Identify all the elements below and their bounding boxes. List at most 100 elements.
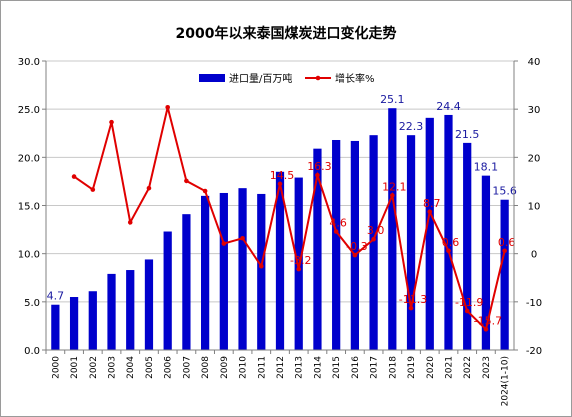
line-data-label: -0.3 (346, 240, 367, 253)
x-tick-label: 2011 (257, 356, 267, 379)
line-data-label: -11.9 (455, 296, 483, 309)
bar-2007 (182, 214, 191, 350)
x-tick-label: 2012 (276, 356, 286, 379)
x-tick-label: 2006 (164, 356, 174, 379)
y-left-tick-label: 30.0 (18, 57, 40, 68)
y-left-tick-label: 15.0 (18, 202, 40, 213)
x-tick-label: 2004 (126, 356, 136, 379)
bar-2021 (444, 114, 453, 351)
bar-2014 (313, 148, 322, 350)
bar-data-label: 18.1 (474, 161, 499, 174)
growth-point-2009 (221, 241, 227, 246)
growth-point-2007 (184, 178, 189, 184)
growth-point-2005 (146, 185, 152, 191)
legend-label-bar: 进口量/百万吨 (229, 72, 292, 85)
bar-2022 (463, 142, 472, 350)
x-tick-label: 2013 (295, 356, 305, 379)
x-tick-label: 2020 (426, 356, 436, 379)
bar-data-label: 4.7 (47, 290, 65, 303)
growth-point-2013 (296, 266, 302, 272)
bar-2023 (481, 175, 491, 350)
growth-point-2004 (127, 220, 133, 225)
bar-2000 (51, 304, 60, 350)
x-tick-label: 2022 (463, 356, 473, 379)
line-data-label: 8.7 (423, 197, 441, 210)
growth-point-2016 (352, 252, 358, 258)
line-data-label: 4.6 (329, 217, 347, 230)
y-right-tick-label: 0 (531, 250, 537, 261)
growth-point-2020 (427, 209, 433, 215)
axes: 0.0 5.0 10.0 15.0 20.0 25.0 30.0 -20 -10 0 10 20 30 4… (18, 57, 542, 406)
legend: 进口量/百万吨 增长率% (199, 72, 375, 85)
growth-point-2018 (390, 193, 395, 198)
growth-point-2003 (109, 119, 114, 125)
line-data-label: -11.3 (399, 293, 427, 306)
bar-2018 (388, 108, 397, 350)
bar-2012 (275, 171, 285, 350)
bar-2011 (257, 193, 266, 350)
y-left-tick-label: 20.0 (18, 153, 40, 164)
legend-swatch-marker (315, 75, 321, 81)
growth-point-2024(1-10) (502, 248, 507, 254)
line-data-label: 3.0 (367, 224, 385, 237)
data-labels: 4.7 25.1 22.3 24.4 21.5 18.1 15.6 14.5 -3.2 16.3 4… (47, 93, 517, 327)
x-tick-label: 2021 (444, 356, 454, 379)
y-right-tick-label: 10 (528, 202, 541, 213)
line-data-label: -15.7 (474, 314, 502, 327)
x-tick-label: 2010 (239, 356, 249, 379)
chart-title: 2000年以来泰国煤炭进口变化走势 (176, 25, 397, 42)
bar-2015 (332, 139, 341, 350)
x-tick-label: 2019 (407, 356, 417, 379)
growth-point-2019 (408, 305, 414, 311)
x-tick-label: 2005 (145, 356, 155, 379)
x-tick-label: 2017 (370, 356, 380, 379)
y-right-tick-label: -20 (526, 346, 542, 357)
bar-2006 (163, 231, 172, 350)
growth-point-2021 (446, 248, 451, 254)
x-tick-label: 2023 (482, 356, 492, 379)
growth-point-2012 (277, 181, 283, 187)
growth-point-2015 (333, 229, 339, 234)
x-tick-label: 2000 (51, 356, 61, 379)
bar-2013 (294, 177, 303, 350)
bar-2001 (69, 297, 79, 350)
bar-2024(1-10) (500, 199, 509, 350)
y-right-tick-label: 30 (528, 105, 541, 116)
bar-2009 (219, 192, 228, 350)
bar-2017 (369, 135, 378, 350)
bar-series (51, 108, 509, 351)
bar-2010 (238, 188, 247, 350)
y-left-tick-label: 5.0 (24, 298, 40, 309)
y-left-tick-label: 25.0 (18, 105, 40, 116)
x-tick-label: 2003 (108, 356, 118, 379)
bar-2019 (406, 135, 416, 350)
growth-point-2022 (464, 308, 470, 314)
line-data-label: 14.5 (270, 169, 295, 182)
line-data-label: -3.2 (290, 254, 311, 267)
bar-2002 (88, 291, 97, 350)
y-right-tick-label: 20 (528, 153, 541, 164)
growth-point-2023 (483, 326, 489, 332)
y-right-tick-label: -10 (526, 298, 542, 309)
line-series (71, 104, 507, 332)
growth-point-2006 (165, 104, 170, 110)
legend-label-line: 增长率% (335, 72, 375, 85)
x-tick-label: 2009 (220, 356, 230, 379)
x-tick-label: 2001 (70, 356, 80, 379)
line-data-label: 0.6 (498, 236, 516, 249)
line-data-label: 16.3 (307, 160, 332, 173)
y-left-tick-label: 0.0 (24, 346, 40, 357)
bar-data-label: 25.1 (380, 93, 405, 106)
bar-data-label: 21.5 (455, 128, 480, 141)
x-tick-label: 2015 (332, 356, 342, 379)
x-tick-label: 2016 (351, 356, 361, 379)
line-data-label: 0.6 (442, 236, 460, 249)
growth-line (73, 106, 506, 332)
y-left-tick-label: 10.0 (18, 250, 40, 261)
bar-2003 (107, 273, 116, 350)
line-data-label: 12.1 (382, 180, 407, 193)
bar-data-label: 24.4 (436, 100, 461, 113)
x-tick-label: 2008 (201, 356, 211, 379)
